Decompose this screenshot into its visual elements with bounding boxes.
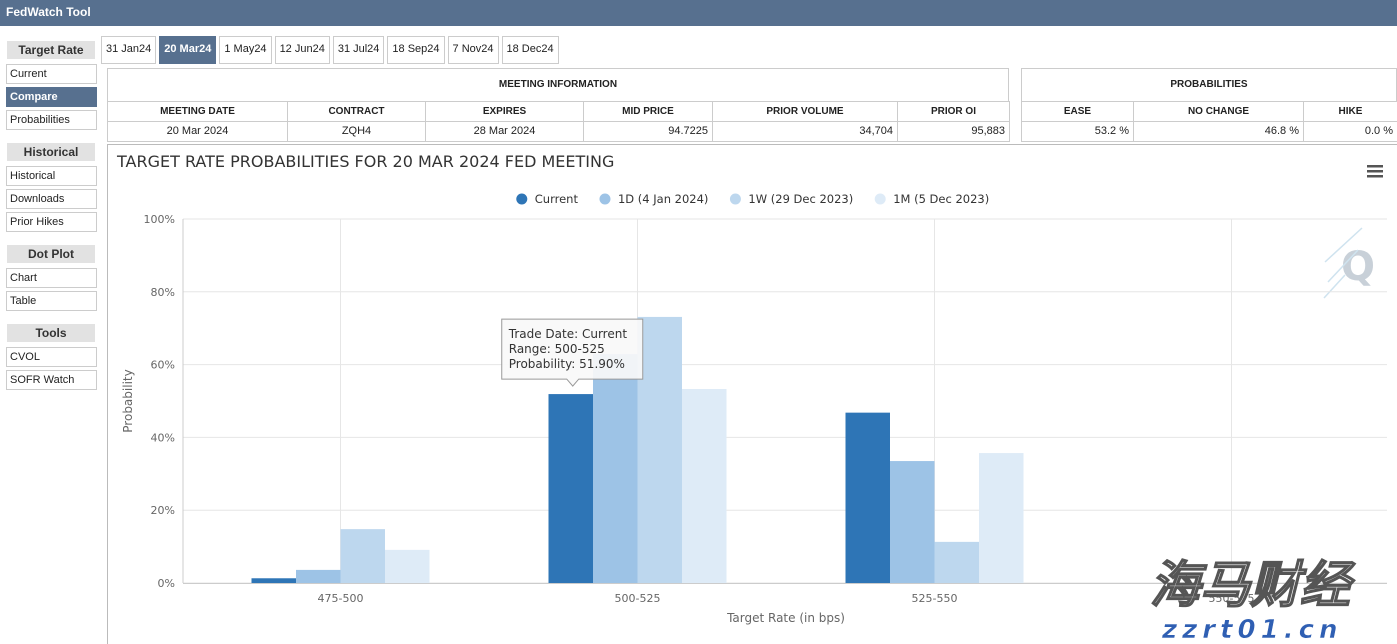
sidebar-item[interactable]: Table xyxy=(6,291,97,311)
y-tick-label: 100% xyxy=(144,213,175,226)
legend-marker xyxy=(875,194,886,205)
logo-stroke xyxy=(1325,228,1362,262)
legend-marker xyxy=(599,194,610,205)
tab[interactable]: 18 Sep24 xyxy=(387,36,444,64)
bar xyxy=(638,317,683,583)
legend-label: Current xyxy=(535,192,579,206)
tab[interactable]: 31 Jan24 xyxy=(101,36,156,64)
legend: Current 1D (4 Jan 2024) 1W (29 Dec 2023) 1M… xyxy=(516,192,989,206)
table-cell: ZQH4 xyxy=(287,121,426,142)
sidebar-item[interactable]: Historical xyxy=(6,166,97,186)
legend-label: 1M (5 Dec 2023) xyxy=(893,192,989,206)
column-header: MEETING DATE xyxy=(107,101,288,122)
tab[interactable]: 1 May24 xyxy=(219,36,271,64)
legend-label: 1W (29 Dec 2023) xyxy=(748,192,853,206)
table-cell: 95,883 xyxy=(897,121,1010,142)
table-cell: 53.2 % xyxy=(1021,121,1134,142)
tab[interactable]: 18 Dec24 xyxy=(502,36,559,64)
y-tick-label: 40% xyxy=(151,431,175,444)
sidebar-item[interactable]: Chart xyxy=(6,268,97,288)
app-header: FedWatch Tool xyxy=(0,0,1397,26)
y-tick-label: 0% xyxy=(158,577,175,590)
y-tick-label: 80% xyxy=(151,286,175,299)
x-tick-label: 525-550 xyxy=(912,592,958,605)
menu-icon xyxy=(1367,170,1383,173)
tooltip-text: Probability: 51.90% xyxy=(509,357,625,371)
bar xyxy=(593,354,638,583)
menu-icon xyxy=(1367,175,1383,178)
column-header: PRIOR VOLUME xyxy=(712,101,898,122)
bar xyxy=(935,542,980,583)
column-header: NO CHANGE xyxy=(1133,101,1304,122)
y-tick-label: 20% xyxy=(151,504,175,517)
column-header: PRIOR OI xyxy=(897,101,1010,122)
y-tick-label: 60% xyxy=(151,359,175,372)
bar xyxy=(846,413,891,583)
sidebar-item[interactable]: Prior Hikes xyxy=(6,212,97,232)
logo: Q xyxy=(1341,244,1375,290)
sidebar-heading: Dot Plot xyxy=(7,245,95,263)
sidebar-heading: Target Rate xyxy=(7,41,95,59)
tooltip-text: Trade Date: Current xyxy=(508,327,628,341)
table-cell: 20 Mar 2024 xyxy=(107,121,288,142)
column-header: HIKE xyxy=(1303,101,1397,122)
chart-frame xyxy=(108,145,1397,644)
sidebar-item[interactable]: Probabilities xyxy=(6,110,97,130)
logo-stroke xyxy=(1328,250,1358,282)
bar xyxy=(252,578,297,583)
column-header: EASE xyxy=(1021,101,1134,122)
x-tick-label: 475-500 xyxy=(318,592,364,605)
sidebar-heading: Tools xyxy=(7,324,95,342)
sidebar-item[interactable]: Downloads xyxy=(6,189,97,209)
tab[interactable]: 20 Mar24 xyxy=(159,36,216,64)
menu-icon xyxy=(1367,165,1383,168)
tab[interactable]: 7 Nov24 xyxy=(448,36,499,64)
tooltip-text: Range: 500-525 xyxy=(509,342,605,356)
sidebar-item[interactable]: CVOL xyxy=(6,347,97,367)
bar xyxy=(890,461,935,583)
tooltip-box xyxy=(502,319,643,386)
chart-title: TARGET RATE PROBABILITIES FOR 20 MAR 202… xyxy=(116,152,614,171)
tab-bar: 31 Jan2420 Mar241 May2412 Jun2431 Jul241… xyxy=(101,36,559,64)
tab[interactable]: 12 Jun24 xyxy=(275,36,330,64)
table-cell: 94.7225 xyxy=(583,121,713,142)
watermark-chinese: 海马财经 xyxy=(1150,556,1356,614)
legend-label: 1D (4 Jan 2024) xyxy=(618,192,708,206)
x-tick-label: 550-575 xyxy=(1209,592,1255,605)
x-tick-label: 500-525 xyxy=(615,592,661,605)
watermark-url: zzrt01.cn xyxy=(1161,615,1343,644)
bar xyxy=(979,453,1024,583)
sidebar-item[interactable]: Compare xyxy=(6,87,97,107)
bar xyxy=(296,570,341,583)
bar xyxy=(341,529,386,583)
sidebar-item[interactable]: SOFR Watch xyxy=(6,370,97,390)
bar xyxy=(549,394,594,583)
table-cell: 28 Mar 2024 xyxy=(425,121,584,142)
column-header: MID PRICE xyxy=(583,101,713,122)
logo-stroke xyxy=(1324,275,1345,298)
column-header: EXPIRES xyxy=(425,101,584,122)
sidebar-heading: Historical xyxy=(7,143,95,161)
x-axis-title: Target Rate (in bps) xyxy=(726,611,845,625)
sidebar-item[interactable]: Current xyxy=(6,64,97,84)
tab[interactable]: 31 Jul24 xyxy=(333,36,385,64)
bar xyxy=(682,389,727,583)
column-header: CONTRACT xyxy=(287,101,426,122)
table-cell: 46.8 % xyxy=(1133,121,1304,142)
legend-marker xyxy=(730,194,741,205)
bar xyxy=(385,550,430,583)
table-cell: 0.0 % xyxy=(1303,121,1397,142)
legend-marker xyxy=(516,194,527,205)
table-title: MEETING INFORMATION xyxy=(107,68,1009,102)
table-title: PROBABILITIES xyxy=(1021,68,1397,102)
y-axis-title: Probability xyxy=(121,369,135,432)
table-cell: 34,704 xyxy=(712,121,898,142)
